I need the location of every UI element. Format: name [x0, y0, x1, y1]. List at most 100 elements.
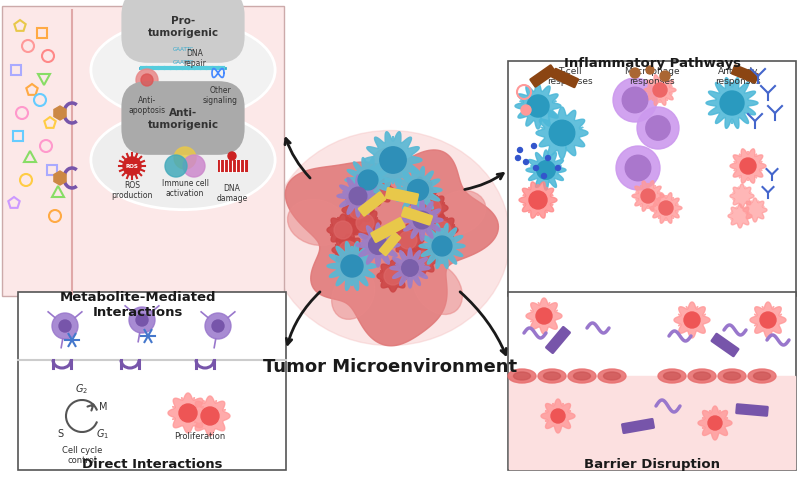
Circle shape — [536, 308, 552, 325]
Circle shape — [653, 84, 667, 98]
Circle shape — [136, 70, 158, 92]
Text: ROS
production: ROS production — [111, 181, 153, 200]
Ellipse shape — [508, 369, 536, 383]
Text: Proliferation: Proliferation — [174, 431, 226, 441]
Ellipse shape — [748, 369, 776, 383]
Polygon shape — [377, 261, 409, 292]
Text: Barrier Disruption: Barrier Disruption — [584, 457, 720, 470]
Polygon shape — [168, 393, 208, 433]
Polygon shape — [54, 172, 66, 185]
Polygon shape — [743, 199, 767, 223]
Ellipse shape — [413, 263, 462, 315]
Circle shape — [626, 156, 650, 182]
Ellipse shape — [90, 111, 275, 210]
Ellipse shape — [514, 372, 530, 380]
Bar — [509, 376, 795, 469]
Circle shape — [684, 312, 700, 328]
Polygon shape — [286, 151, 498, 346]
Ellipse shape — [688, 369, 716, 383]
Circle shape — [529, 192, 547, 209]
Text: GAATTC: GAATTC — [172, 47, 194, 52]
FancyBboxPatch shape — [370, 218, 406, 244]
FancyBboxPatch shape — [545, 326, 571, 354]
Ellipse shape — [433, 191, 486, 235]
Circle shape — [141, 75, 153, 87]
Circle shape — [555, 166, 561, 171]
Circle shape — [183, 156, 205, 178]
Polygon shape — [519, 183, 557, 219]
Polygon shape — [698, 406, 732, 440]
Circle shape — [646, 117, 670, 141]
Ellipse shape — [93, 23, 273, 118]
Polygon shape — [394, 167, 442, 214]
Circle shape — [660, 72, 670, 82]
Text: Anti-
apoptosis: Anti- apoptosis — [129, 96, 166, 115]
Circle shape — [616, 147, 660, 191]
Circle shape — [708, 416, 722, 430]
FancyBboxPatch shape — [735, 404, 769, 417]
Circle shape — [537, 162, 555, 180]
Circle shape — [531, 144, 537, 149]
Polygon shape — [650, 193, 682, 224]
Ellipse shape — [658, 369, 686, 383]
Text: GAATTC: GAATTC — [172, 60, 194, 65]
FancyBboxPatch shape — [401, 207, 433, 226]
Circle shape — [136, 314, 148, 326]
Circle shape — [228, 153, 236, 161]
Circle shape — [546, 156, 550, 161]
Polygon shape — [426, 215, 458, 246]
Circle shape — [349, 202, 367, 220]
Circle shape — [380, 147, 406, 174]
Ellipse shape — [694, 372, 710, 380]
FancyBboxPatch shape — [385, 187, 419, 205]
Circle shape — [369, 182, 387, 200]
Polygon shape — [750, 303, 786, 338]
Circle shape — [399, 231, 417, 249]
Polygon shape — [730, 184, 754, 208]
Ellipse shape — [598, 369, 626, 383]
Text: Tumor Microenvironment: Tumor Microenvironment — [263, 357, 517, 375]
Polygon shape — [526, 298, 562, 334]
Text: Pro-
tumorigenic: Pro- tumorigenic — [147, 16, 218, 38]
Circle shape — [407, 180, 429, 201]
Text: Macrophage
responses: Macrophage responses — [624, 67, 680, 86]
Circle shape — [521, 106, 531, 116]
FancyBboxPatch shape — [508, 292, 796, 470]
FancyBboxPatch shape — [2, 7, 284, 296]
Ellipse shape — [369, 149, 407, 199]
Circle shape — [413, 251, 431, 269]
Polygon shape — [390, 248, 430, 288]
Polygon shape — [349, 207, 381, 240]
Text: DNA
repair: DNA repair — [183, 49, 206, 68]
Circle shape — [413, 212, 430, 229]
Text: Anti-
tumorigenic: Anti- tumorigenic — [147, 108, 218, 129]
FancyBboxPatch shape — [378, 232, 402, 257]
FancyBboxPatch shape — [218, 161, 248, 173]
Circle shape — [613, 79, 657, 123]
Circle shape — [349, 188, 366, 205]
Circle shape — [527, 96, 549, 118]
Circle shape — [542, 174, 546, 179]
Circle shape — [760, 312, 776, 328]
Polygon shape — [337, 176, 379, 218]
Circle shape — [356, 215, 374, 232]
Circle shape — [646, 67, 654, 75]
Text: Inflammatory Pathways: Inflammatory Pathways — [563, 57, 741, 70]
Polygon shape — [345, 158, 391, 203]
Ellipse shape — [568, 369, 596, 383]
Ellipse shape — [603, 372, 621, 380]
Circle shape — [201, 407, 219, 425]
Circle shape — [384, 267, 402, 285]
Text: T-cell
responses: T-cell responses — [547, 67, 593, 86]
Circle shape — [411, 184, 429, 203]
Ellipse shape — [287, 200, 347, 246]
Polygon shape — [342, 195, 374, 226]
FancyBboxPatch shape — [18, 292, 286, 470]
Circle shape — [518, 148, 522, 153]
Polygon shape — [536, 108, 588, 160]
Circle shape — [52, 313, 78, 339]
Polygon shape — [364, 132, 422, 189]
Ellipse shape — [754, 372, 770, 380]
Ellipse shape — [194, 408, 204, 422]
Circle shape — [622, 88, 648, 114]
